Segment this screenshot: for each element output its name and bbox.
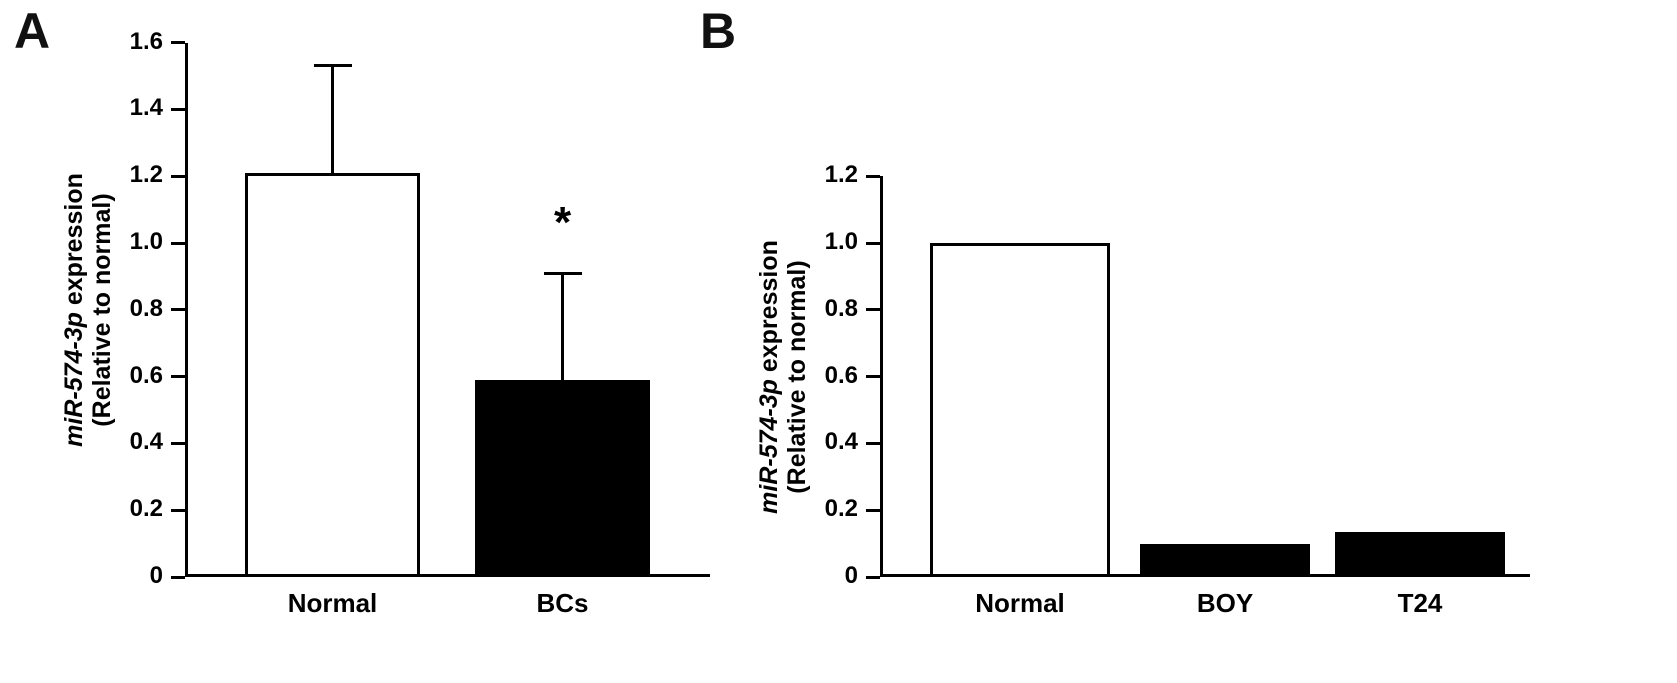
y-axis-label-gene-name: miR-574-3p xyxy=(755,378,783,514)
y-axis-label-line2: (Relative to normal) xyxy=(783,259,811,494)
bar-boy xyxy=(1140,543,1310,577)
error-bar-line xyxy=(331,65,334,173)
y-tick xyxy=(171,174,185,178)
y-tick xyxy=(866,375,880,379)
y-axis-label-rest: expression xyxy=(60,172,88,312)
x-tick-label-normal: Normal xyxy=(975,588,1065,618)
panel-letter-b: B xyxy=(700,3,737,59)
error-bar-line xyxy=(561,273,564,380)
y-tick-label: 0.8 xyxy=(129,294,163,322)
y-tick-label: 0 xyxy=(149,562,163,589)
significance-asterisk: * xyxy=(553,198,572,248)
y-tick-label: 1.0 xyxy=(824,228,858,255)
y-tick-label: 1.4 xyxy=(129,94,163,122)
y-axis-label-line1: miR-574-3p expression xyxy=(755,240,783,514)
bar-normal xyxy=(930,243,1110,577)
y-tick xyxy=(171,107,185,111)
y-tick xyxy=(866,441,880,445)
error-bar-cap xyxy=(543,271,582,275)
y-axis-label-b: miR-574-3p expression (Relative to normal… xyxy=(755,240,811,514)
y-tick xyxy=(866,241,880,245)
y-tick-label: 1.6 xyxy=(129,27,163,55)
y-tick-label: 0 xyxy=(844,562,858,589)
y-tick-label: 0.4 xyxy=(129,428,163,456)
y-axis-label-gene-name: miR-574-3p xyxy=(60,311,88,447)
y-axis-label-line2: (Relative to normal) xyxy=(88,193,116,427)
y-tick-label: 1.2 xyxy=(824,161,858,189)
y-axis-label-rest: expression xyxy=(755,239,783,379)
y-tick-label: 0.6 xyxy=(129,361,163,389)
y-tick-label: 0.2 xyxy=(129,495,163,523)
bar-normal xyxy=(245,172,420,577)
y-tick xyxy=(866,308,880,312)
plot-area-a xyxy=(185,42,710,577)
y-tick-label: 0.4 xyxy=(824,428,858,456)
y-tick xyxy=(171,41,185,45)
y-tick xyxy=(171,241,185,245)
bar-t24 xyxy=(1335,531,1505,577)
y-tick xyxy=(171,441,185,445)
y-tick xyxy=(171,508,185,512)
x-tick-label-t24: T24 xyxy=(1397,588,1443,618)
x-tick-label-boy: BOY xyxy=(1196,588,1254,618)
panel-letter-a: A xyxy=(14,3,51,59)
y-tick-label: 1.2 xyxy=(129,161,163,189)
y-tick-label: 0.2 xyxy=(824,495,858,523)
y-tick xyxy=(171,375,185,379)
y-tick-label: 0.6 xyxy=(824,361,858,389)
y-tick xyxy=(866,508,880,512)
y-tick xyxy=(171,575,185,579)
bar-bcs xyxy=(475,379,650,577)
y-tick-label: 1.0 xyxy=(129,228,163,255)
y-tick xyxy=(171,308,185,312)
error-bar-cap xyxy=(313,64,352,68)
x-tick-label-normal: Normal xyxy=(287,588,378,618)
y-tick xyxy=(866,575,880,579)
y-axis-label-a: miR-574-3p expression (Relative to normal… xyxy=(60,173,116,447)
y-tick xyxy=(866,174,880,178)
y-tick-label: 0.8 xyxy=(824,294,858,322)
x-tick-label-bcs: BCs xyxy=(536,588,589,618)
y-axis-label-line1: miR-574-3p expression xyxy=(60,173,88,447)
